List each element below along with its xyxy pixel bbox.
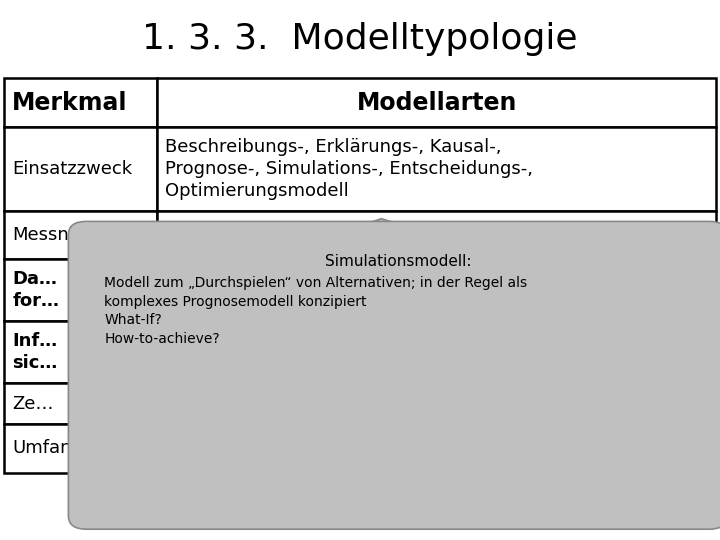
Text: Merkmal: Merkmal — [12, 91, 127, 114]
Bar — [157, 321, 716, 383]
Bar — [157, 127, 716, 211]
Bar — [4, 321, 157, 383]
Bar — [4, 127, 157, 211]
Text: Ze…: Ze… — [12, 395, 54, 413]
Polygon shape — [331, 219, 432, 235]
Text: Einsatzzweck: Einsatzzweck — [12, 160, 132, 178]
Text: Da…
for…: Da… for… — [12, 270, 59, 310]
Text: Total- und Partialmodelle: Total- und Partialmodelle — [166, 439, 390, 457]
Bar — [157, 383, 716, 424]
Bar — [4, 383, 157, 424]
Bar — [4, 424, 157, 472]
Text: lle: lle — [166, 343, 681, 361]
Text: Messniveau: Messniveau — [12, 226, 118, 244]
Text: Beschreibungs-, Erklärungs-, Kausal-,
Prognose-, Simulations-, Entscheidungs-,
O: Beschreibungs-, Erklärungs-, Kausal-, Pr… — [166, 138, 534, 200]
Text: Modellarten: Modellarten — [356, 91, 517, 114]
FancyBboxPatch shape — [68, 221, 720, 529]
Bar — [4, 259, 157, 321]
Bar — [157, 78, 716, 127]
Text: Qualitative und              tive Modelle: Qualitative und tive Modelle — [166, 226, 495, 244]
Bar — [157, 259, 716, 321]
Text: Umfang: Umfang — [12, 439, 83, 457]
Bar — [4, 78, 157, 127]
Text: Inf…
sic…: Inf… sic… — [12, 332, 58, 373]
Text: Simulationsmodell:: Simulationsmodell: — [325, 254, 471, 269]
Bar — [4, 211, 157, 259]
Bar — [335, 231, 428, 238]
Text: 1. 3. 3.  Modelltypologie: 1. 3. 3. Modelltypologie — [143, 22, 577, 56]
Bar — [157, 211, 716, 259]
Text: Modell zum „Durchspielen“ von Alternativen; in der Regel als
komplexes Prognosem: Modell zum „Durchspielen“ von Alternativ… — [104, 276, 528, 346]
Bar — [157, 424, 716, 472]
